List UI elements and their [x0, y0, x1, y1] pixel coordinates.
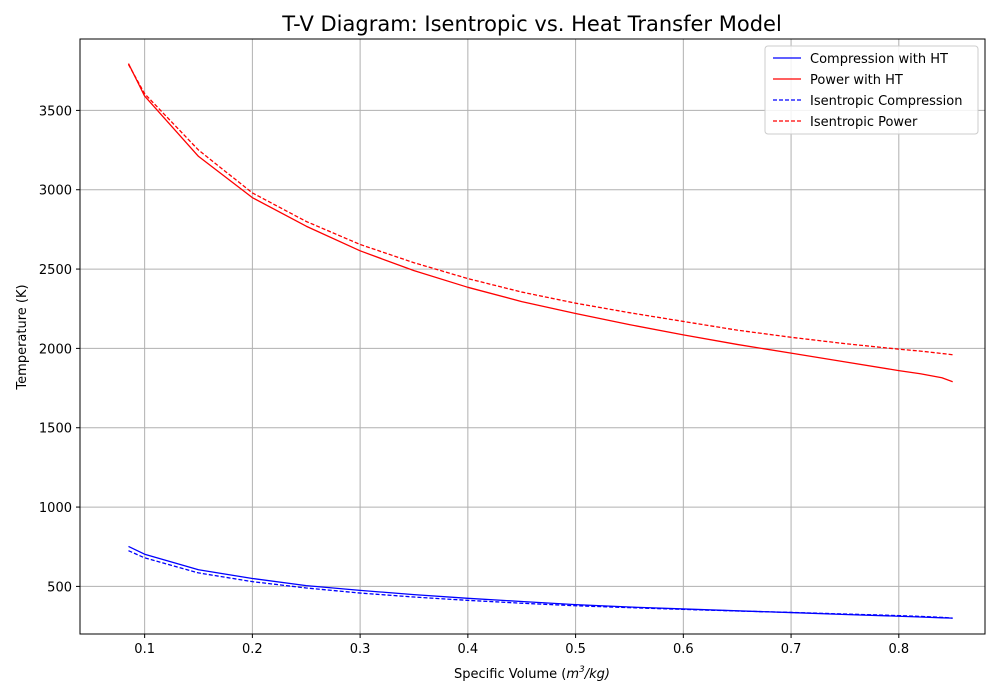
- legend-label: Isentropic Compression: [810, 94, 962, 109]
- x-tick-label: 0.7: [781, 642, 802, 657]
- y-axis-label: Temperature (K): [15, 284, 30, 390]
- x-axis-label-sup: 3: [579, 665, 585, 675]
- y-tick-label: 500: [47, 580, 72, 595]
- y-tick-label: 3500: [39, 104, 72, 119]
- x-axis-label-prefix: Specific Volume (: [454, 667, 566, 682]
- x-tick-label: 0.5: [565, 642, 586, 657]
- x-axis-label-suffix: /kg): [584, 667, 610, 682]
- chart-title: T-V Diagram: Isentropic vs. Heat Transfe…: [281, 12, 782, 36]
- x-tick-label: 0.8: [888, 642, 909, 657]
- x-tick-label: 0.3: [350, 642, 371, 657]
- x-axis-label-math: m: [566, 667, 579, 682]
- legend: Compression with HT Power with HT Isentrop…: [764, 45, 979, 135]
- legend-label: Compression with HT: [810, 52, 948, 67]
- series-line-power-with-ht: [127, 63, 953, 383]
- legend-label: Power with HT: [810, 73, 903, 88]
- y-tick-label: 1000: [39, 501, 72, 516]
- x-axis-label: Specific Volume (m3/kg): [454, 665, 610, 682]
- x-axis-ticks: 0.1 0.2 0.3 0.4 0.5 0.6 0.7 0.8: [134, 634, 909, 657]
- plot-frame: [79, 38, 986, 635]
- legend-label: Isentropic Power: [810, 115, 918, 130]
- plot-area: [80, 39, 985, 634]
- y-axis-ticks: 500 1000 1500 2000 2500 3000 3500: [39, 104, 80, 595]
- y-tick-label: 2500: [39, 263, 72, 278]
- series-layer: [127, 63, 953, 619]
- series-line-isentropic-compression: [128, 550, 953, 619]
- x-tick-label: 0.6: [673, 642, 694, 657]
- y-tick-label: 3000: [39, 184, 72, 199]
- grid: [80, 39, 985, 634]
- y-tick-label: 2000: [39, 342, 72, 357]
- y-tick-label: 1500: [39, 422, 72, 437]
- x-axis-label-slash-kg: /kg): [584, 667, 610, 682]
- series-line-isentropic-power: [127, 64, 953, 356]
- x-tick-label: 0.2: [242, 642, 263, 657]
- legend-box: [764, 45, 979, 135]
- x-tick-label: 0.1: [134, 642, 155, 657]
- x-tick-label: 0.4: [458, 642, 479, 657]
